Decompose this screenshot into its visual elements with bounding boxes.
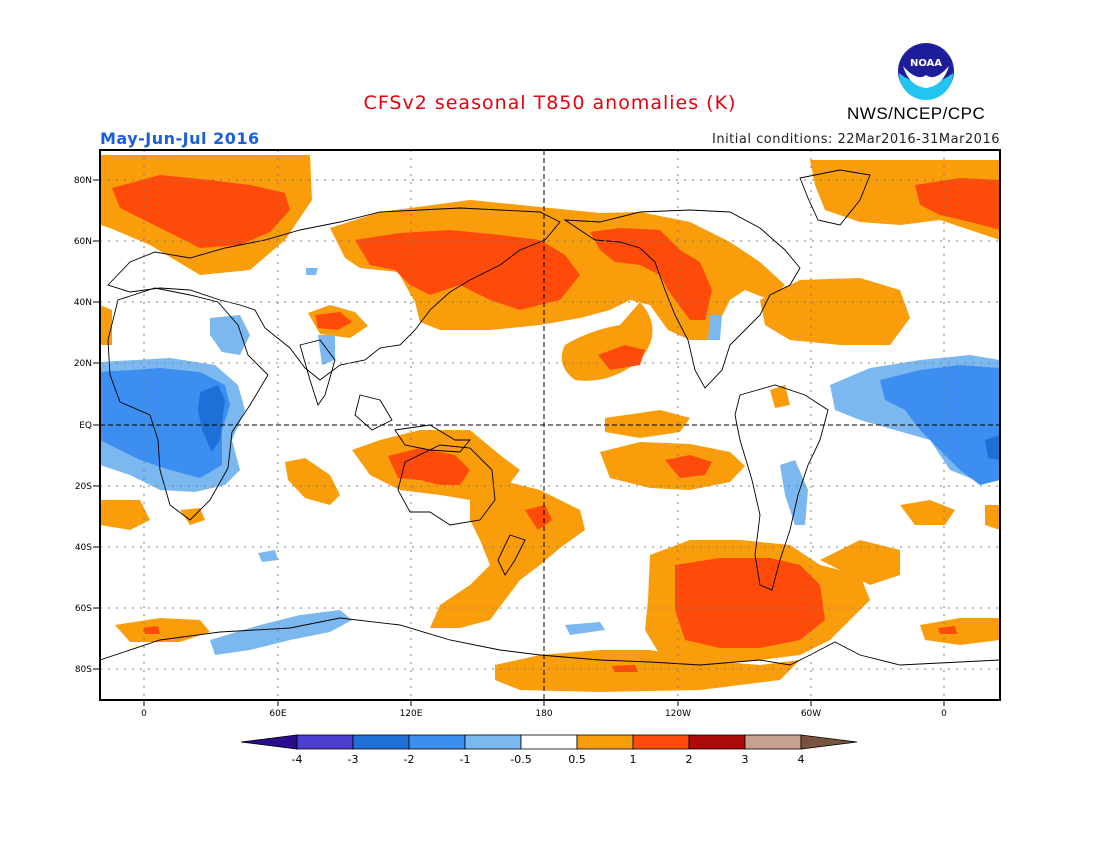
colorbar-label: 1 [630, 753, 637, 766]
colorbar-label: -1 [460, 753, 471, 766]
graticule [100, 150, 1000, 700]
colorbar-label: 4 [798, 753, 805, 766]
latitude-axis: 80N 60N 40N 20N EQ 20S 40S 60S 80S [74, 176, 100, 675]
forecast-period: May-Jun-Jul 2016 [100, 129, 260, 148]
colorbar [240, 734, 858, 750]
agency-label: NWS/NCEP/CPC [847, 104, 986, 123]
colorbar-cell [744, 734, 802, 750]
noaa-logo-text: NOAA [910, 58, 942, 69]
lon-tick-label: 60E [269, 709, 286, 719]
colorbar-cell [408, 734, 466, 750]
colorbar-cell [520, 734, 578, 750]
colorbar-cell [632, 734, 690, 750]
coastlines [100, 169, 1000, 666]
lat-tick-label: 20N [74, 359, 92, 369]
colorbar-label: 3 [742, 753, 749, 766]
colorbar-label: -2 [404, 753, 415, 766]
colorbar-label: 2 [686, 753, 693, 766]
lon-tick-label: 60W [801, 709, 821, 719]
strong-cool-anomaly-regions [198, 385, 1000, 460]
lon-tick-label: 120E [400, 709, 423, 719]
longitude-axis: 0 60E 120E 180 120W 60W 0 [141, 700, 947, 719]
lon-tick-label: 0 [941, 709, 947, 719]
colorbar-cell [576, 734, 634, 750]
lat-tick-label: 80S [75, 665, 92, 675]
colorbar-cell [688, 734, 746, 750]
colorbar-label: -0.5 [510, 753, 531, 766]
colorbar-cell [800, 734, 858, 750]
anomaly-fields [100, 150, 1000, 700]
lat-tick-label: 60S [75, 604, 92, 614]
colorbar-cell [240, 734, 298, 750]
initial-conditions: Initial conditions: 22Mar2016-31Mar2016 [712, 132, 1000, 147]
chart-title: CFSv2 seasonal T850 anomalies (K) [363, 92, 737, 114]
colorbar-labels: -4 -3 -2 -1 -0.5 0.5 1 2 3 4 [292, 753, 805, 766]
lat-tick-label: 80N [74, 176, 92, 186]
colorbar-cell [296, 734, 354, 750]
lon-tick-label: 0 [141, 709, 147, 719]
lon-tick-label: 120W [665, 709, 691, 719]
strong-warm-anomaly-regions [112, 175, 1000, 672]
lat-tick-label: EQ [79, 421, 92, 431]
noaa-logo: NOAA [898, 43, 954, 100]
lon-tick-label: 180 [535, 709, 552, 719]
lat-tick-label: 60N [74, 237, 92, 247]
reference-lines [100, 150, 1000, 700]
colorbar-label: -3 [348, 753, 359, 766]
colorbar-label: 0.5 [568, 753, 586, 766]
lat-tick-label: 40S [75, 543, 92, 553]
lat-tick-label: 40N [74, 298, 92, 308]
colorbar-cell [464, 734, 522, 750]
lat-tick-label: 20S [75, 482, 92, 492]
colorbar-cell [352, 734, 410, 750]
colorbar-label: -4 [292, 753, 303, 766]
